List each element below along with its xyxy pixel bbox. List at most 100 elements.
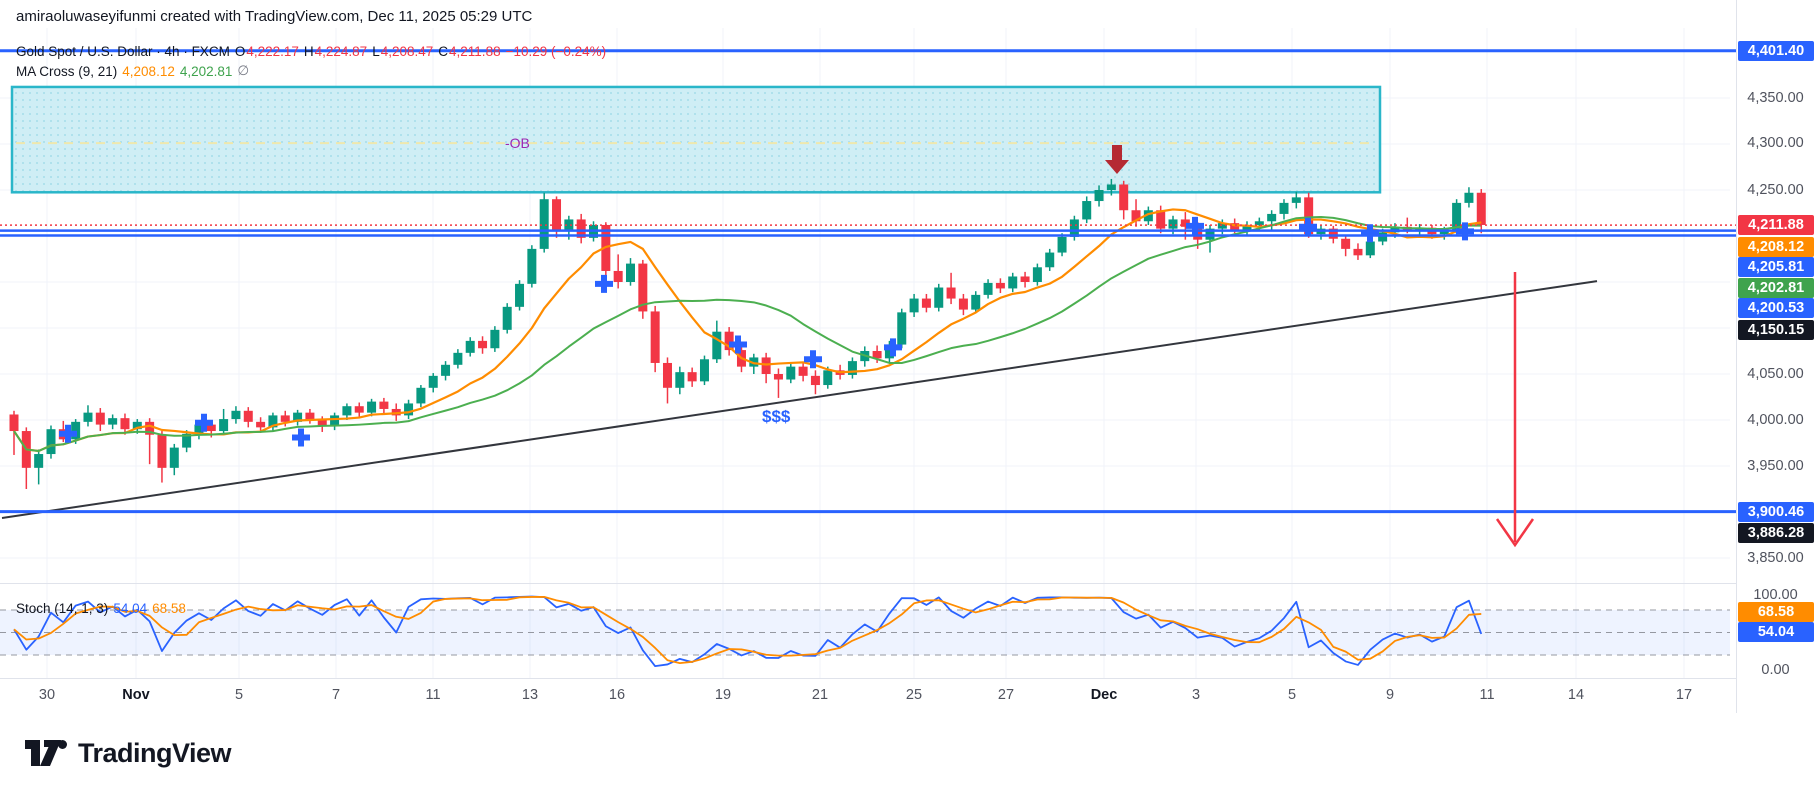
ohlc-close: C 4,211.88 (438, 44, 501, 59)
stoch-band (0, 610, 1730, 655)
price-axis-badge: 54.04 (1738, 622, 1814, 642)
time-axis-label: 30 (38, 687, 56, 703)
candle-body (564, 219, 574, 231)
candle-body (1341, 238, 1351, 249)
candle-body (1106, 184, 1116, 190)
candle-body (1156, 210, 1166, 229)
price-axis[interactable]: 4,350.00 4,300.00 4,250.00 4,050.00 4,000.00… (1736, 0, 1814, 713)
candle-body (1082, 201, 1092, 220)
price-axis-badge: 4,205.81 (1738, 257, 1814, 277)
price-axis-badge: 4,202.81 (1738, 278, 1814, 298)
time-axis-label: 9 (1385, 687, 1395, 703)
candle-body (650, 311, 660, 363)
candle-body (354, 406, 364, 413)
time-axis-label: Dec (1090, 687, 1118, 703)
candle-body (638, 263, 648, 312)
candle-body (909, 298, 919, 313)
drawing-arrows[interactable] (1495, 272, 1535, 548)
candle-body (428, 375, 438, 388)
hide-indicator-icon[interactable]: ∅ (237, 63, 250, 78)
candle-body (1143, 210, 1153, 222)
price-axis-badge: 3,900.46 (1738, 502, 1814, 522)
candle-body (934, 287, 944, 308)
trendline[interactable] (1, 280, 1598, 519)
time-axis-label: 27 (997, 687, 1015, 703)
candle-body (527, 248, 537, 284)
candle-body (1452, 202, 1462, 230)
candle-body (490, 329, 500, 349)
candle-body (34, 454, 44, 468)
candle-body (1069, 219, 1079, 237)
chart-canvas[interactable]: -OB $$$ (0, 0, 1736, 713)
supply-zone[interactable] (10, 85, 1382, 194)
stoch-legend[interactable]: Stoch (14, 1, 3) 54.04 68.58 (16, 601, 186, 616)
symbol-title: Gold Spot / U.S. Dollar · 4h · FXCM (16, 44, 230, 59)
ma-cross-label: MA Cross (9, 21) (16, 63, 118, 79)
candle-body (946, 287, 956, 299)
candle-body (1353, 248, 1363, 256)
ohlc-open: O 4,222.17 (234, 44, 299, 59)
tradingview-logo[interactable]: TradingView (24, 736, 232, 770)
candle-body (305, 412, 315, 420)
price-axis-badge: 4,200.53 (1738, 298, 1814, 318)
text-annotations: -OB $$$ (505, 135, 791, 426)
price-axis-label: 3,850.00 (1747, 550, 1804, 566)
stoch-k-line (13, 595, 1483, 668)
money-annotation: $$$ (762, 407, 791, 426)
candle-body (699, 359, 709, 382)
price-axis-label: 4,350.00 (1747, 90, 1804, 106)
plus-marker (1186, 216, 1204, 235)
ohlc-low: L 4,208.47 (372, 44, 434, 59)
candle-body (662, 362, 672, 388)
candle-body (1476, 192, 1486, 225)
time-axis-label: 25 (905, 687, 923, 703)
candle-body (169, 447, 179, 468)
candle-body (182, 433, 192, 448)
stochastic-panel (0, 595, 1730, 668)
candle-body (132, 421, 142, 430)
candle-body (1119, 184, 1129, 211)
symbol-legend[interactable]: Gold Spot / U.S. Dollar · 4h · FXCM O 4,2… (16, 44, 606, 59)
horizontal-price-lines[interactable] (0, 49, 1736, 514)
candle-body (1217, 223, 1227, 229)
projection-arrow-head (1495, 518, 1535, 548)
candle-body (958, 298, 968, 310)
time-axis[interactable]: 30 Nov 5 7 11 13 16 19 21 25 27 Dec 3 5 9 11 14 17 (0, 679, 1736, 713)
candle-body (847, 361, 857, 375)
candle-body (1008, 276, 1018, 289)
plus-marker (292, 428, 310, 447)
plus-marker (1456, 222, 1474, 241)
candle-body (243, 410, 253, 422)
price-axis-badge: 4,401.40 (1738, 41, 1814, 61)
candle-body (687, 372, 697, 382)
candle-body (675, 372, 685, 388)
candle-body (749, 357, 759, 367)
candle-body (46, 429, 56, 455)
price-axis-badge: 4,211.88 (1738, 215, 1814, 235)
plus-marker (595, 274, 613, 293)
price-axis-label: 4,000.00 (1747, 412, 1804, 428)
candle-body (1304, 197, 1314, 235)
candle-body (1168, 219, 1178, 229)
down-arrow-marker (1105, 144, 1129, 174)
candle-body (786, 366, 796, 380)
candle-body (810, 375, 820, 386)
price-axis-badge: 4,150.15 (1738, 320, 1814, 340)
candle-body (897, 312, 907, 345)
ma-cross-legend[interactable]: MA Cross (9, 21) 4,208.12 4,202.81 ∅ (16, 63, 249, 79)
stoch-label: Stoch (14, 1, 3) (16, 601, 109, 616)
candle-body (1267, 213, 1277, 222)
candle-body (1057, 236, 1067, 253)
candle-body (1045, 252, 1055, 268)
stoch-k-value: 54.04 (113, 601, 148, 616)
tradingview-logo-text: TradingView (78, 737, 232, 768)
candle-body (280, 415, 290, 422)
time-axis-label: 5 (1287, 687, 1297, 703)
price-axis-badge: 3,886.28 (1738, 523, 1814, 543)
candle-body (95, 412, 105, 425)
candle-body (231, 410, 241, 420)
candle-body (1205, 228, 1215, 240)
candle-body (1291, 197, 1301, 203)
candle-body (1094, 190, 1104, 202)
